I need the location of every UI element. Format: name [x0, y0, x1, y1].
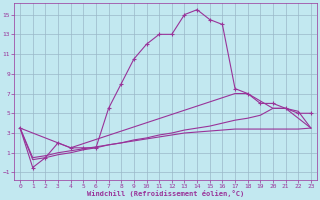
X-axis label: Windchill (Refroidissement éolien,°C): Windchill (Refroidissement éolien,°C): [87, 190, 244, 197]
